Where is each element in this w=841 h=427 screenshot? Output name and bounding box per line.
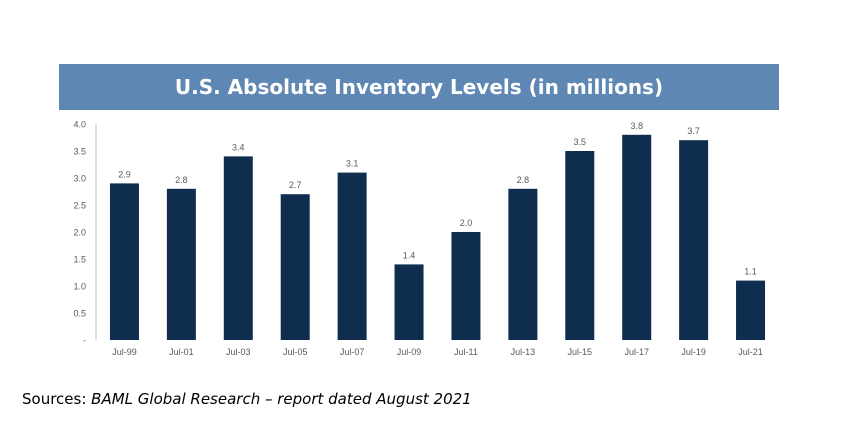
- x-tick-label: Jul-01: [169, 347, 194, 357]
- source-label: Sources:: [22, 390, 87, 408]
- x-axis: Jul-99 Jul-01 Jul-03 Jul-05 Jul-07 Jul-09 Jul-…: [112, 347, 763, 357]
- x-tick-label: Jul-19: [681, 347, 706, 357]
- bar: [394, 264, 424, 340]
- bar-value-label: 3.5: [574, 137, 587, 147]
- y-tick-label: 2.0: [73, 228, 86, 238]
- bar: [223, 156, 253, 340]
- source-note: Sources: BAML Global Research – report d…: [22, 390, 472, 408]
- bar-value-label: 2.8: [175, 175, 188, 185]
- y-axis: - 0.5 1.0 1.5 2.0 2.5 3.0 3.5 4.0: [73, 120, 97, 346]
- x-tick-label: Jul-13: [511, 347, 536, 357]
- bars: 2.9 2.8 3.4 2.7 3.1 1.4 2.0 2.8 3.5 3.8 3.7 1.1: [109, 121, 766, 340]
- y-tick-label: 1.5: [73, 255, 86, 265]
- bar-value-label: 2.0: [460, 218, 473, 228]
- bar: [622, 134, 652, 340]
- x-tick-label: Jul-05: [283, 347, 308, 357]
- bar-value-label: 2.8: [517, 175, 530, 185]
- chart-title: U.S. Absolute Inventory Levels (in milli…: [174, 75, 664, 99]
- y-tick-label: 4.0: [73, 120, 86, 130]
- y-tick-label: 1.0: [73, 282, 86, 292]
- bar-value-label: 2.9: [118, 169, 131, 179]
- x-tick-label: Jul-17: [624, 347, 649, 357]
- bar-value-label: 3.4: [232, 142, 245, 152]
- y-tick-label: 0.5: [73, 309, 86, 319]
- bar: [109, 183, 139, 340]
- bar-value-label: 1.1: [744, 267, 757, 277]
- bar-value-label: 2.7: [289, 180, 302, 190]
- source-detail: BAML Global Research – report dated Augu…: [91, 390, 472, 408]
- y-tick-label: 3.0: [73, 174, 86, 184]
- bar-value-label: 3.1: [346, 159, 359, 169]
- chart-title-band: U.S. Absolute Inventory Levels (in milli…: [59, 64, 779, 110]
- x-tick-label: Jul-09: [397, 347, 422, 357]
- bar: [679, 140, 709, 340]
- bar: [565, 151, 595, 340]
- bar: [508, 188, 538, 340]
- bar: [166, 188, 196, 340]
- x-tick-label: Jul-03: [226, 347, 251, 357]
- x-tick-label: Jul-11: [454, 347, 478, 357]
- bar: [736, 280, 766, 340]
- bar-value-label: 1.4: [403, 250, 416, 260]
- y-tick-label: -: [83, 336, 86, 346]
- x-tick-label: Jul-07: [340, 347, 365, 357]
- bar-value-label: 3.8: [630, 121, 643, 131]
- x-tick-label: Jul-99: [112, 347, 137, 357]
- y-tick-label: 3.5: [73, 147, 86, 157]
- y-tick-label: 2.5: [73, 201, 86, 211]
- x-tick-label: Jul-21: [738, 347, 763, 357]
- bar: [280, 194, 310, 340]
- bar-value-label: 3.7: [687, 126, 700, 136]
- x-tick-label: Jul-15: [568, 347, 593, 357]
- bar: [451, 232, 481, 340]
- bar: [337, 172, 367, 340]
